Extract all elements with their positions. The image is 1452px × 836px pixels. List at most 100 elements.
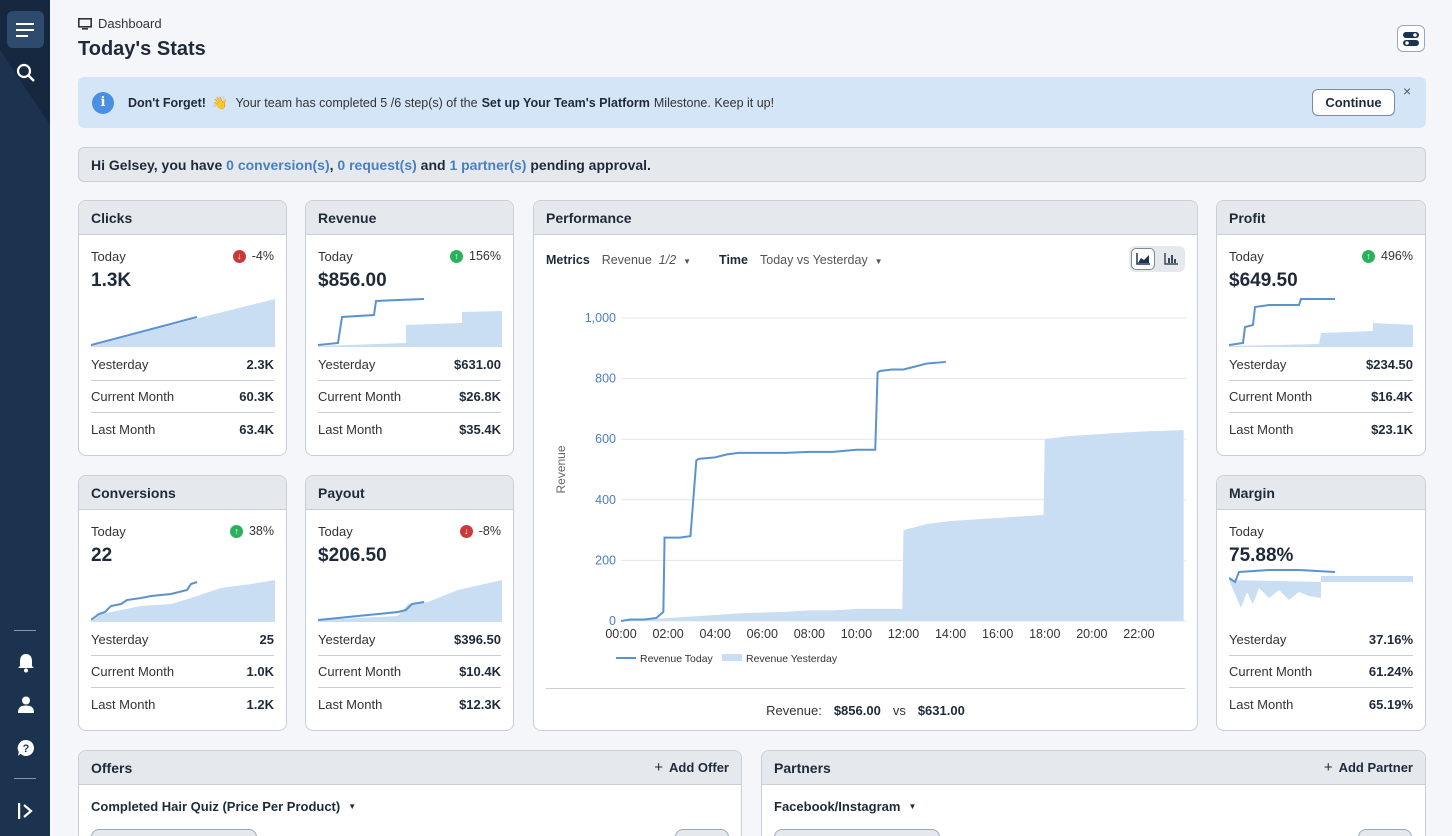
summary-today: $856.00 [833, 703, 881, 718]
stat-rows: Yesterday 37.16% Current Month 61.24% Last M… [1229, 624, 1413, 720]
add-partner-button[interactable]: + Add Partner [1324, 759, 1413, 776]
stat-row-label: Current Month [318, 389, 402, 404]
time-label: Time [719, 253, 748, 267]
stat-row-label: Current Month [1229, 389, 1313, 404]
y-tick-label: 600 [595, 432, 616, 446]
banner-text: Your team has completed 5 /6 step(s) of … [235, 95, 478, 110]
profit-card: Profit Today ↑ 496% $649.50 Yesterday $234… [1216, 200, 1426, 456]
help-button[interactable]: ? [7, 729, 44, 766]
card-title: Payout [306, 476, 513, 510]
area-chart-icon [1136, 253, 1150, 265]
stat-row-label: Yesterday [318, 357, 376, 372]
x-tick-label: 08:00 [794, 627, 825, 641]
add-partner-label: Add Partner [1338, 760, 1413, 775]
stat-row-label: Yesterday [91, 357, 149, 372]
caret-down-icon: ▼ [348, 802, 357, 811]
margin-card: Margin Today 75.88% Yesterday 37.16% Curre… [1216, 475, 1426, 731]
pending-greeting: Hi Gelsey, you have [91, 156, 223, 173]
y-tick-label: 0 [609, 614, 616, 628]
chart-type-toggle [1129, 246, 1185, 272]
stat-row: Last Month $23.1K [1229, 413, 1413, 445]
add-offer-button[interactable]: + Add Offer [654, 759, 729, 776]
stat-row: Yesterday $396.50 [318, 624, 501, 656]
delta-value: 38% [248, 524, 274, 538]
view-toggle-button[interactable] [1397, 25, 1425, 52]
y-tick-label: 200 [595, 553, 616, 567]
summary-label: Revenue: [766, 703, 822, 718]
delta-value: -8% [478, 524, 501, 538]
pending-requests-link[interactable]: 0 request(s) [337, 156, 417, 173]
stat-row-label: Last Month [318, 696, 383, 712]
stat-row-value: 63.4K [239, 421, 274, 437]
stat-row-value: 65.19% [1368, 696, 1413, 712]
today-value: 75.88% [1229, 545, 1294, 566]
partner-range-toggle[interactable] [774, 829, 940, 836]
partner-chart-toggle[interactable] [1358, 829, 1412, 836]
stat-row: Current Month 1.0K [91, 656, 274, 688]
arrow-up-icon: ↑ [229, 524, 243, 538]
stat-row: Last Month 65.19% [1229, 688, 1413, 720]
close-icon[interactable]: × [1403, 83, 1412, 99]
pending-tail: pending approval. [530, 156, 651, 173]
card-title: Clicks [79, 201, 286, 235]
today-value: $856.00 [318, 270, 387, 291]
pending-partners-link[interactable]: 1 partner(s) [449, 156, 527, 173]
pending-approval-bar: Hi Gelsey, you have 0 conversion(s), 0 r… [78, 147, 1426, 182]
plus-icon: + [1323, 759, 1333, 776]
legend-label: Revenue Yesterday [746, 653, 838, 665]
today-value: 22 [91, 545, 113, 566]
offer-select[interactable]: Completed Hair Quiz (Price Per Product) ▼ [91, 799, 356, 814]
expand-sidebar-button[interactable] [7, 792, 44, 829]
notifications-button[interactable] [7, 644, 44, 681]
clicks-sparkline [91, 299, 275, 347]
search-icon [16, 63, 35, 82]
bell-icon [17, 653, 34, 672]
delta-value: 496% [1381, 249, 1413, 263]
time-select[interactable]: Today vs Yesterday ▼ [760, 253, 883, 267]
stat-row-value: 1.0K [246, 664, 274, 679]
stat-row-value: 25 [259, 632, 274, 647]
legend-label: Revenue Today [640, 653, 714, 665]
x-tick-label: 12:00 [888, 627, 919, 641]
caret-down-icon: ▼ [908, 802, 917, 811]
card-title: Profit [1217, 201, 1425, 235]
svg-text:?: ? [22, 743, 29, 755]
partner-selected: Facebook/Instagram [774, 799, 901, 814]
bar-chart-option[interactable] [1159, 248, 1183, 270]
wave-emoji-icon: 👋 [211, 94, 228, 110]
offer-chart-toggle[interactable] [675, 829, 729, 836]
area-chart-option[interactable] [1131, 248, 1155, 270]
stat-row-value: 60.3K [239, 389, 274, 404]
stat-row-label: Yesterday [1229, 357, 1287, 372]
today-label: Today [318, 524, 353, 539]
profile-button[interactable] [7, 686, 44, 723]
menu-toggle-button[interactable] [7, 11, 44, 48]
metrics-select[interactable]: Revenue 1/2 ▼ [602, 253, 691, 267]
today-label: Today [91, 249, 126, 264]
stat-row-label: Last Month [91, 696, 156, 712]
performance-chart: 0 200 400 600 800 1,000 Revenue 00:00 02:00 04:00… [554, 311, 1186, 665]
profit-sparkline [1229, 298, 1413, 347]
breadcrumb-label[interactable]: Dashboard [98, 16, 162, 31]
partners-card: Partners + Add Partner Facebook/Instagram… [761, 750, 1426, 836]
x-tick-label: 16:00 [982, 627, 1013, 641]
performance-summary: Revenue: $856.00 vs $631.00 [546, 688, 1185, 730]
banner-lead: Don't Forget! [128, 95, 206, 110]
card-title: Margin [1217, 476, 1425, 510]
offer-range-toggle[interactable] [91, 829, 257, 836]
search-button[interactable] [7, 54, 44, 91]
arrow-down-icon: ↓ [459, 524, 473, 538]
pending-conversions-link[interactable]: 0 conversion(s) [226, 156, 330, 173]
today-value: 1.3K [91, 270, 132, 291]
continue-button[interactable]: Continue [1312, 89, 1395, 116]
banner-milestone: Set up Your Team's Platform [481, 95, 650, 110]
delta-badge: ↑ 496% [1362, 249, 1413, 263]
today-label: Today [91, 524, 126, 539]
stat-row-value: $26.8K [459, 389, 501, 404]
stat-row: Yesterday $631.00 [318, 349, 501, 381]
page-title: Today's Stats [78, 38, 206, 60]
stat-rows: Yesterday $631.00 Current Month $26.8K Last … [318, 349, 501, 445]
arrow-down-icon: ↓ [232, 249, 246, 263]
stat-row: Yesterday 37.16% [1229, 624, 1413, 656]
partner-select[interactable]: Facebook/Instagram ▼ [774, 799, 916, 814]
